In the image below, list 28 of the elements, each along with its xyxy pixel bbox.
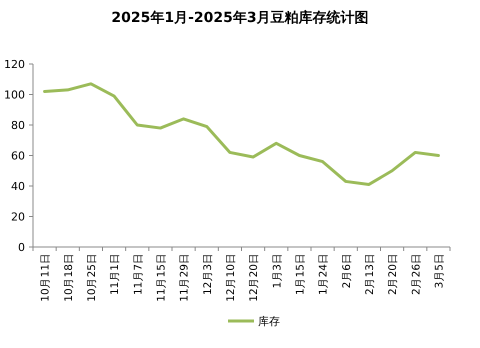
x-tick-label: 10月11日: [40, 253, 52, 302]
y-tick-label: 20: [11, 210, 25, 224]
y-tick-label: 0: [18, 241, 25, 254]
x-tick-label: 12月3日: [202, 253, 214, 296]
y-tick-label: 40: [11, 180, 25, 193]
y-tick-label: 120: [4, 58, 25, 71]
x-tick-label: 11月29日: [178, 253, 191, 302]
x-tick-label: 2月26日: [410, 253, 422, 296]
legend-label: 库存: [258, 315, 280, 328]
x-tick-label: 12月20日: [248, 253, 260, 302]
chart-title: 2025年1月-2025年3月豆粕库存统计图: [111, 9, 369, 26]
x-tick-label: 12月10日: [224, 253, 237, 302]
y-tick-label: 80: [11, 119, 25, 132]
x-tick-label: 1月15日: [294, 253, 306, 296]
x-tick-label: 10月25日: [86, 253, 98, 302]
x-tick-label: 2月13日: [364, 253, 376, 296]
x-tick-label: 11月15日: [155, 253, 168, 302]
x-tick-label: 2月6日: [340, 253, 353, 288]
y-tick-label: 60: [11, 150, 25, 162]
line-series: [43, 82, 440, 186]
x-tick-label: 11月7日: [132, 253, 144, 296]
x-tick-label: 3月5日: [433, 253, 446, 288]
x-tick-label: 1月3日: [271, 253, 284, 288]
x-tick-label: 1月24日: [318, 253, 330, 296]
x-tick-label: 2月20日: [387, 253, 400, 296]
x-tick-label: 10月18日: [62, 253, 75, 302]
x-tick-label: 11月1日: [109, 253, 122, 296]
y-tick-label: 100: [4, 88, 25, 102]
